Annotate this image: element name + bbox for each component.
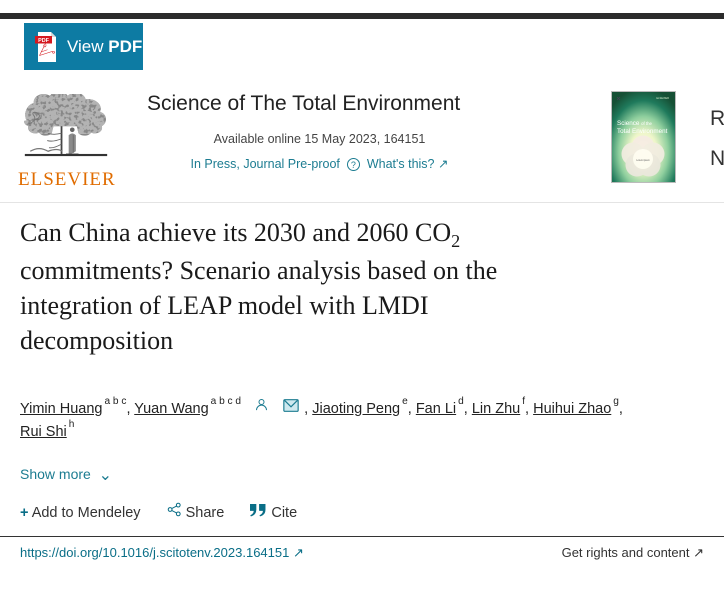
- svg-text:ELSEVIER: ELSEVIER: [656, 96, 669, 100]
- svg-text:Science of the: Science of the: [617, 120, 653, 127]
- svg-text:PDF: PDF: [38, 38, 49, 44]
- svg-text:Total Environment: Total Environment: [617, 128, 668, 135]
- svg-text:Lorem ipsum: Lorem ipsum: [636, 159, 649, 162]
